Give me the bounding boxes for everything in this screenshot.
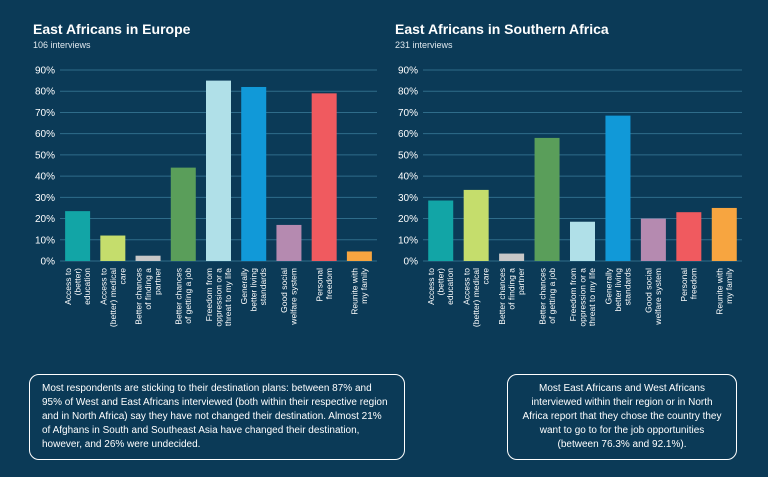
x-tick-label-europe: Better chancesof getting a job [174,268,194,325]
x-tick-label-southern-africa: Access to(better)education [426,268,455,305]
note-right: Most East Africans and West Africans int… [507,374,737,460]
y-tick-label-europe: 0% [41,257,56,268]
bar-southern-africa [570,221,595,261]
y-tick-label-europe: 50% [35,150,55,161]
bar-southern-africa [676,212,702,261]
x-tick-label-europe: Personalfreedom [314,268,334,302]
y-tick-label-southern-africa: 40% [398,172,418,183]
chart-title-europe: East Africans in Europe [33,21,191,37]
x-tick-label-southern-africa: Access to(better) medicalcare [462,268,491,327]
bar-europe [311,93,337,261]
x-tick-label-europe: Freedom fromoppression or athreat to my … [204,268,233,327]
x-tick-label-southern-africa: Good socialwelfare system [644,268,664,326]
y-tick-label-southern-africa: 10% [398,235,418,246]
y-tick-label-europe: 40% [35,172,55,183]
x-tick-label-southern-africa: Better chancesof getting a job [537,268,557,325]
bar-southern-africa [640,218,666,261]
bar-europe [65,211,91,261]
x-tick-label-southern-africa: Freedom fromoppression or athreat to my … [568,268,597,327]
y-tick-label-southern-africa: 20% [398,214,418,225]
y-tick-label-europe: 80% [35,87,55,98]
y-tick-label-southern-africa: 80% [398,87,418,98]
y-tick-label-southern-africa: 30% [398,193,418,204]
x-tick-label-southern-africa: Generallybetter livingstandards [603,267,632,311]
bar-southern-africa [428,200,454,261]
bar-europe [346,251,372,261]
y-tick-label-southern-africa: 70% [398,108,418,119]
y-tick-label-southern-africa: 60% [398,129,418,140]
bar-southern-africa [534,137,560,261]
chart-subtitle-europe: 106 interviews [33,40,91,50]
y-tick-label-europe: 30% [35,193,55,204]
x-tick-label-europe: Better chancesof finding apartner [134,268,163,325]
bar-europe [276,224,302,261]
y-tick-label-europe: 60% [35,129,55,140]
bar-europe [241,86,267,261]
bar-europe [206,80,231,261]
bar-europe [135,255,161,261]
y-tick-label-europe: 10% [35,235,55,246]
bar-europe [100,235,126,261]
bar-southern-africa [605,115,631,261]
bar-charts: 0% 10% 20% 30% 40% 50% 60% 70% 80% 90% Access to(b… [35,66,742,327]
y-tick-label-southern-africa: 90% [398,66,418,77]
chart-title-southern-africa: East Africans in Southern Africa [395,21,609,37]
x-tick-label-southern-africa: Reunite withmy family [715,267,735,315]
x-tick-label-europe: Reunite withmy family [350,267,370,315]
x-tick-label-europe: Generallybetter livingstandards [239,267,268,311]
x-tick-label-europe: Access to(better)education [63,268,92,305]
y-tick-label-southern-africa: 50% [398,150,418,161]
chart-subtitle-southern-africa: 231 interviews [395,40,453,50]
y-tick-label-southern-africa: 0% [404,257,419,268]
bar-southern-africa [711,207,737,261]
x-tick-label-southern-africa: Personalfreedom [679,268,699,302]
x-tick-label-southern-africa: Better chancesof finding apartner [497,268,526,325]
y-tick-label-europe: 90% [35,66,55,77]
bar-europe [170,167,196,261]
x-tick-label-europe: Access to(better) medicalcare [98,268,127,327]
note-left: Most respondents are sticking to their d… [29,374,405,460]
bar-southern-africa [463,189,489,261]
y-tick-label-europe: 20% [35,214,55,225]
bar-southern-africa [499,253,525,261]
y-tick-label-europe: 70% [35,108,55,119]
x-tick-label-europe: Good socialwelfare system [279,268,299,326]
